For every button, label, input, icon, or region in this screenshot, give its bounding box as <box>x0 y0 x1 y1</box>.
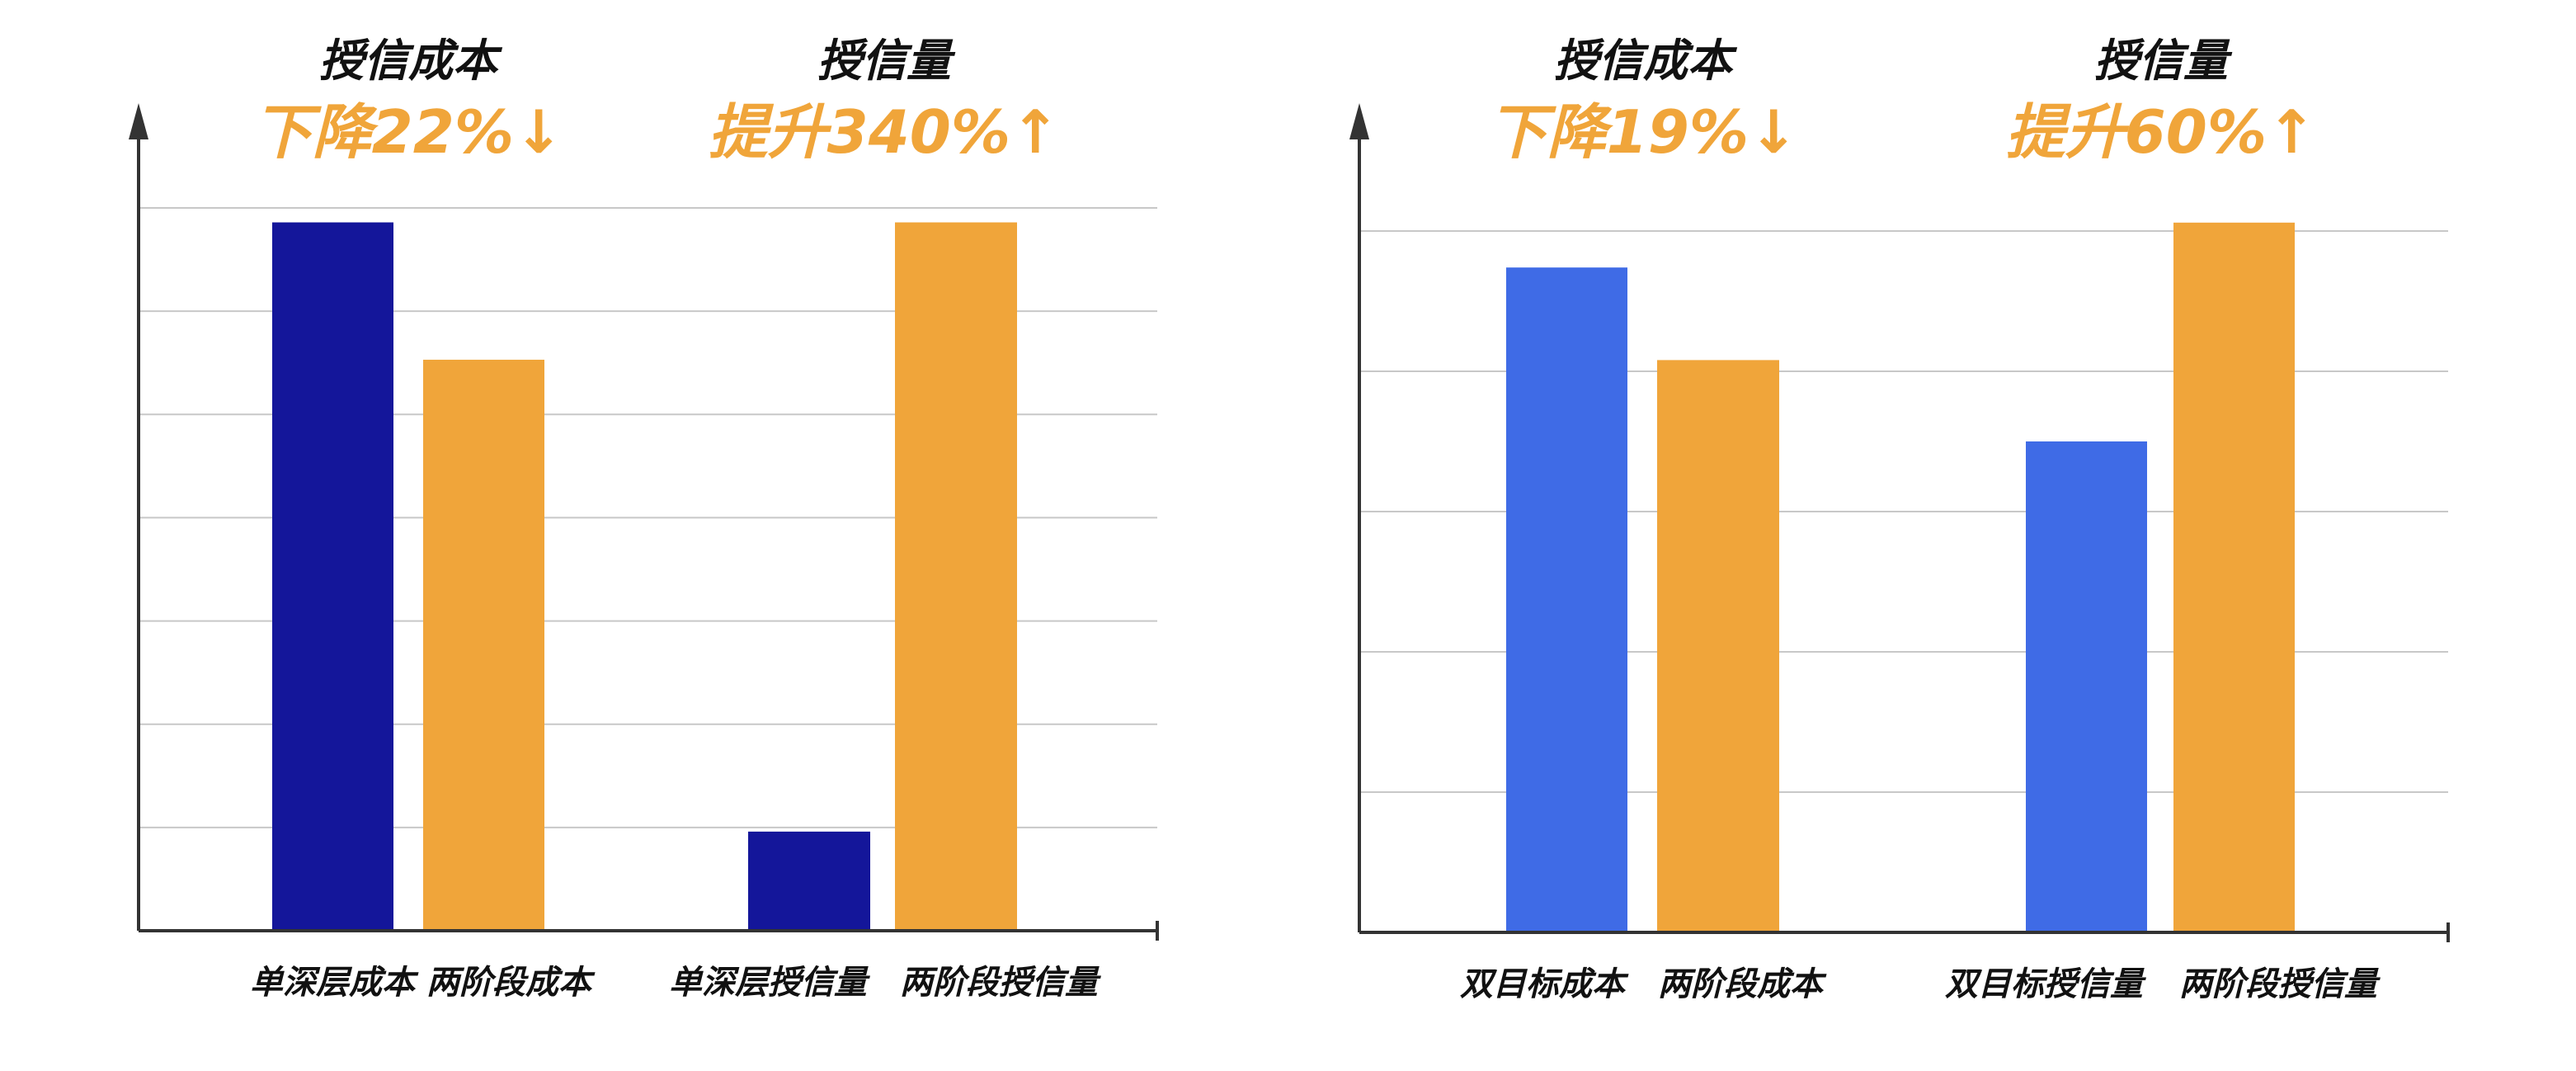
bar-2-2-1 <box>2026 441 2147 932</box>
bars-right <box>1506 222 2295 932</box>
change-label-volume-right: 提升60%↑ <box>2006 97 2317 167</box>
x-tick-label: 两阶段成本 <box>1658 965 1827 1003</box>
bar-1-1-2 <box>423 359 544 932</box>
y-axis-arrow-icon <box>129 103 148 139</box>
x-tick-label: 单深层成本 <box>250 964 419 1002</box>
bar-2-2-2 <box>2173 222 2295 932</box>
bar-2-1-2 <box>1657 360 1779 932</box>
metric-title-cost-right: 授信成本 <box>1554 35 1738 87</box>
x-labels-right: 双目标成本 两阶段成本 双目标授信量 两阶段授信量 <box>1460 965 2381 1003</box>
x-tick-label: 两阶段授信量 <box>900 964 1101 1002</box>
change-label-cost-left: 下降22%↓ <box>253 97 564 167</box>
x-tick-label: 单深层授信量 <box>669 964 870 1002</box>
x-tick-label: 双目标成本 <box>1460 965 1629 1003</box>
x-tick-label: 两阶段成本 <box>426 964 596 1002</box>
metric-title-cost-left: 授信成本 <box>319 35 503 87</box>
x-labels-left: 单深层成本 两阶段成本 单深层授信量 两阶段授信量 <box>250 964 1101 1002</box>
x-tick-label: 两阶段授信量 <box>2179 965 2381 1003</box>
bars-left <box>272 222 1017 932</box>
bar-1-1-1 <box>272 222 393 931</box>
bar-1-2-2 <box>895 222 1017 931</box>
change-label-cost-right: 下降19%↓ <box>1488 97 1799 167</box>
y-axis-arrow-icon <box>1349 103 1369 139</box>
change-label-volume-left: 提升340%↑ <box>709 97 1061 167</box>
chart-left: 单深层成本 两阶段成本 单深层授信量 两阶段授信量 授信成本 下降22%↓ 授信量 提… <box>129 35 1159 1002</box>
bar-2-1-1 <box>1506 267 1627 932</box>
axes-left <box>129 103 1159 941</box>
metric-title-volume-left: 授信量 <box>817 35 956 87</box>
bar-1-2-1 <box>748 831 870 931</box>
metric-title-volume-right: 授信量 <box>2094 35 2233 87</box>
chart-right: 双目标成本 两阶段成本 双目标授信量 两阶段授信量 授信成本 下降19%↓ 授信量 提… <box>1349 35 2450 1003</box>
axes-right <box>1349 103 2450 942</box>
x-tick-label: 双目标授信量 <box>1945 965 2146 1003</box>
